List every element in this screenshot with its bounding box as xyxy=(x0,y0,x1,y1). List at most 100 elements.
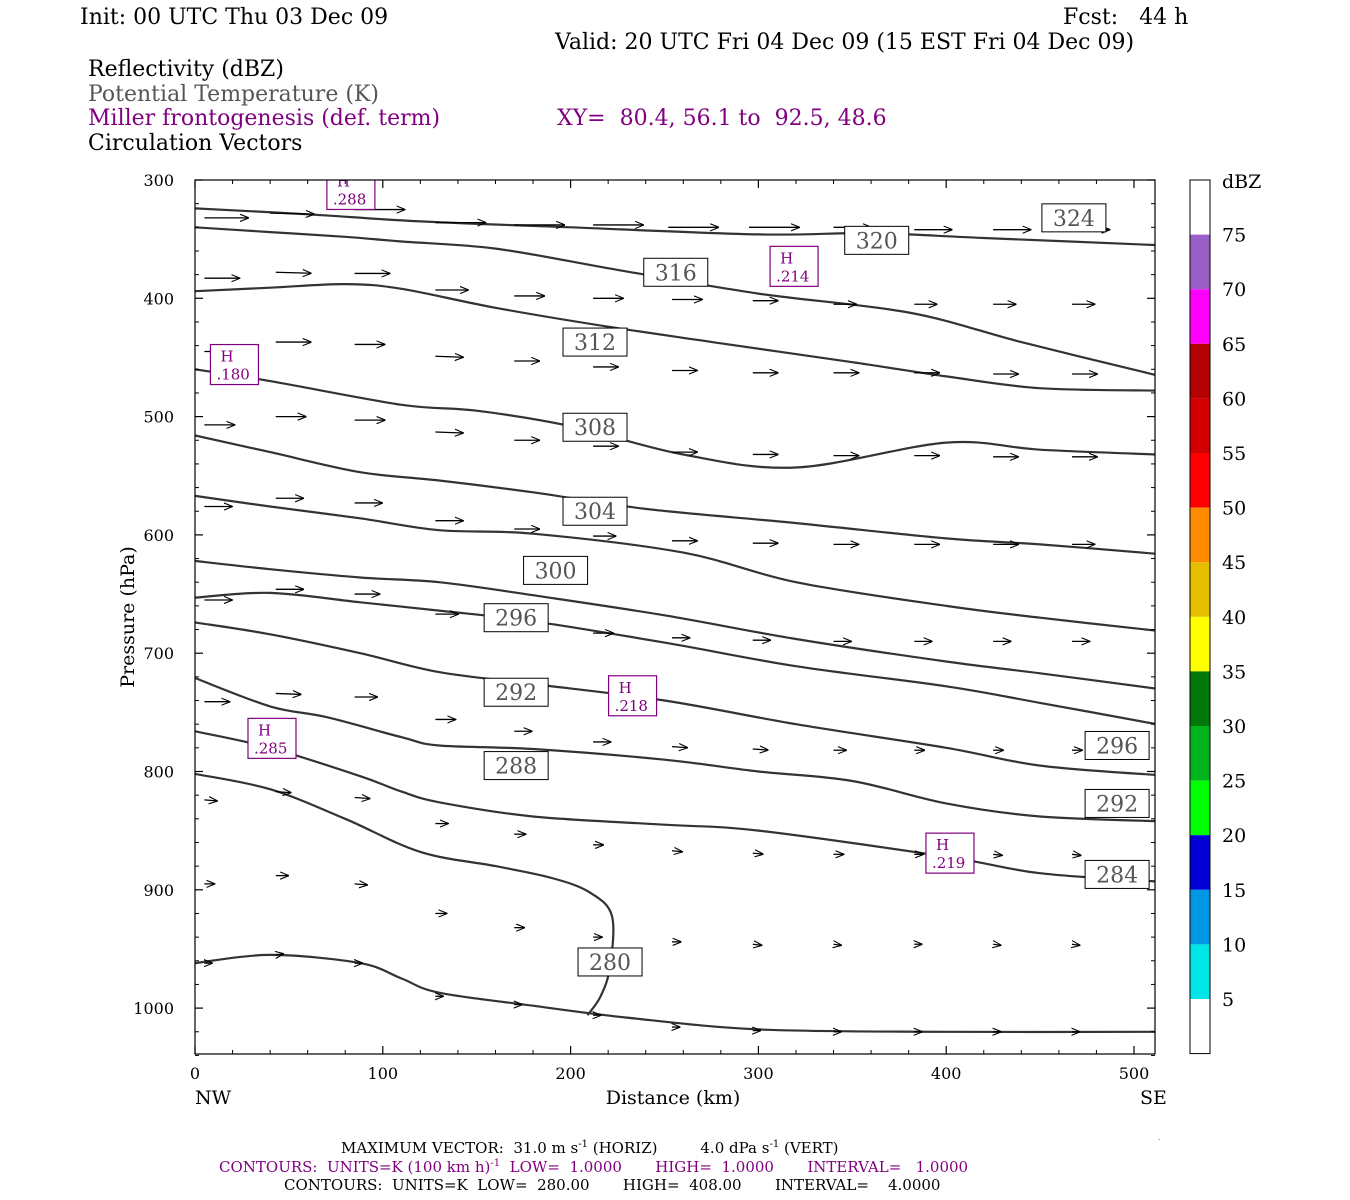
colorbar-segment xyxy=(1190,234,1210,290)
circulation-vector xyxy=(671,747,687,748)
field-circulation-vectors: Circulation Vectors xyxy=(88,131,303,156)
footer-max-vector-exp-1: -1 xyxy=(578,1139,588,1150)
circulation-vector xyxy=(752,853,763,854)
contour-label-box xyxy=(844,225,910,255)
frontogenesis-max-0: H.288 xyxy=(326,172,376,211)
frontogenesis-max-5: H.219 xyxy=(925,832,975,874)
x-tick-label-100: 100 xyxy=(368,1064,399,1083)
x-end-label-se: SE xyxy=(1140,1087,1167,1109)
theta-contour-280-0 xyxy=(195,953,1155,1034)
contour-label-320-1: 320 xyxy=(844,225,910,255)
footer-fg-exp: -1 xyxy=(490,1158,501,1169)
circulation-vector xyxy=(204,800,217,801)
contour-label-text: 284 xyxy=(1096,863,1138,888)
frontogenesis-max-box xyxy=(209,343,260,386)
contour-label-300-6: 300 xyxy=(523,555,589,585)
contour-label-box xyxy=(1084,788,1150,818)
frontogenesis-max-value: .219 xyxy=(932,854,965,872)
frontogenesis-max-2: H.180 xyxy=(209,343,260,386)
colorbar-label-20: 20 xyxy=(1222,825,1246,847)
field-potential-temperature: Potential Temperature (K) xyxy=(88,82,379,107)
x-tick-label-0: 0 xyxy=(190,1064,200,1083)
cross-section-xy: XY= 80.4, 56.1 to 92.5, 48.6 xyxy=(557,106,887,131)
theta-contour-304-7 xyxy=(195,494,1155,632)
frontogenesis-max-value: .214 xyxy=(776,267,809,285)
colorbar-segment xyxy=(1190,726,1210,781)
circulation-vector xyxy=(435,356,463,357)
frontogenesis-max-mark: H xyxy=(258,721,271,739)
colorbar-label-25: 25 xyxy=(1222,771,1246,793)
frontogenesis-max-mark: H xyxy=(337,172,350,190)
contour-label-292-12: 292 xyxy=(1084,788,1150,818)
circulation-vector xyxy=(270,213,314,214)
y-axis-label: Pressure (hPa) xyxy=(117,546,139,688)
colorbar-frame xyxy=(1189,179,1211,1055)
contour-label-text: 308 xyxy=(574,416,616,441)
footer-max-vector-e: (VERT) xyxy=(779,1139,839,1157)
colorbar-segment xyxy=(1190,507,1210,563)
contour-label-296-7: 296 xyxy=(483,603,549,633)
x-end-label-nw: NW xyxy=(195,1087,232,1109)
y-tick-label-600: 600 xyxy=(143,526,174,545)
footer-frontogenesis-contours: CONTOURS: UNITS=K (100 km h)-1 LOW= 1.00… xyxy=(219,1159,968,1175)
colorbar-segment xyxy=(1190,562,1210,617)
colorbar-label-60: 60 xyxy=(1222,388,1246,410)
y-tick-label-1000: 1000 xyxy=(133,999,174,1018)
contour-label-box xyxy=(562,327,628,357)
circulation-vector xyxy=(435,432,463,433)
plot-area: H.288H.214H.180H.218H.285H.2193243203163… xyxy=(195,172,1155,1034)
contour-label-box xyxy=(483,751,549,781)
colorbar-label-30: 30 xyxy=(1222,716,1246,738)
frontogenesis-max-value: .180 xyxy=(216,366,249,384)
frontogenesis-max-box xyxy=(326,180,376,211)
x-tick-label-200: 200 xyxy=(555,1064,586,1083)
colorbar-segment xyxy=(1190,289,1210,344)
circulation-vector xyxy=(354,798,370,799)
circulation-vector xyxy=(275,792,291,793)
colorbar-segment xyxy=(1190,343,1210,399)
footer-fg-c: LOW= 1.0000 HIGH= 1.0000 INTERVAL= 1.000… xyxy=(500,1158,969,1176)
contour-label-text: 288 xyxy=(495,755,537,780)
theta-contour-308-8 xyxy=(195,434,1155,555)
contour-label-box xyxy=(1084,859,1150,889)
forecast-hour: Fcst: 44 h xyxy=(1063,5,1189,30)
circulation-vector xyxy=(275,693,301,694)
theta-contour-320-11 xyxy=(195,226,1155,376)
colorbar-segment xyxy=(1190,835,1210,890)
theta-contour-300-6 xyxy=(195,559,1155,690)
y-tick-label-300: 300 xyxy=(143,171,174,190)
frontogenesis-max-mark: H xyxy=(220,348,233,366)
circulation-vector xyxy=(354,884,368,885)
colorbar-unit: dBZ xyxy=(1222,171,1261,193)
colorbar-segment xyxy=(1190,889,1210,945)
x-tick-label-500: 500 xyxy=(1119,1064,1150,1083)
footer-max-vector-a: MAXIMUM VECTOR: 31.0 m s xyxy=(341,1139,579,1157)
y-tick-label-900: 900 xyxy=(143,881,174,900)
colorbar-segment xyxy=(1190,453,1210,508)
contour-label-text: 296 xyxy=(1096,734,1138,759)
circulation-vector xyxy=(1072,944,1080,945)
contour-label-292-8: 292 xyxy=(483,677,549,707)
colorbar-label-75: 75 xyxy=(1222,225,1246,247)
colorbar-label-10: 10 xyxy=(1222,934,1246,956)
colorbar-label-65: 65 xyxy=(1222,334,1246,356)
contour-label-316-2: 316 xyxy=(643,257,709,287)
contour-label-text: 292 xyxy=(495,681,537,706)
footer-max-vector: MAXIMUM VECTOR: 31.0 m s-1 (HORIZ) 4.0 d… xyxy=(341,1140,839,1156)
contour-label-box xyxy=(1084,730,1150,760)
frontogenesis-max-box xyxy=(769,245,819,287)
contour-label-text: 304 xyxy=(574,500,616,525)
circulation-vector xyxy=(276,954,284,955)
circulation-vector xyxy=(275,272,311,273)
colorbar-segment xyxy=(1190,180,1210,235)
y-tick-label-700: 700 xyxy=(143,644,174,663)
frontogenesis-max-3: H.218 xyxy=(607,675,658,717)
circulation-vector xyxy=(993,944,1001,945)
contour-label-288-9: 288 xyxy=(483,751,549,781)
plot-frame xyxy=(194,179,1156,1055)
colorbar-label-40: 40 xyxy=(1222,607,1246,629)
circulation-vector xyxy=(993,854,1002,855)
contour-label-304-5: 304 xyxy=(562,496,628,526)
contour-label-box xyxy=(483,677,549,707)
theta-contour-316-10 xyxy=(195,282,1155,392)
